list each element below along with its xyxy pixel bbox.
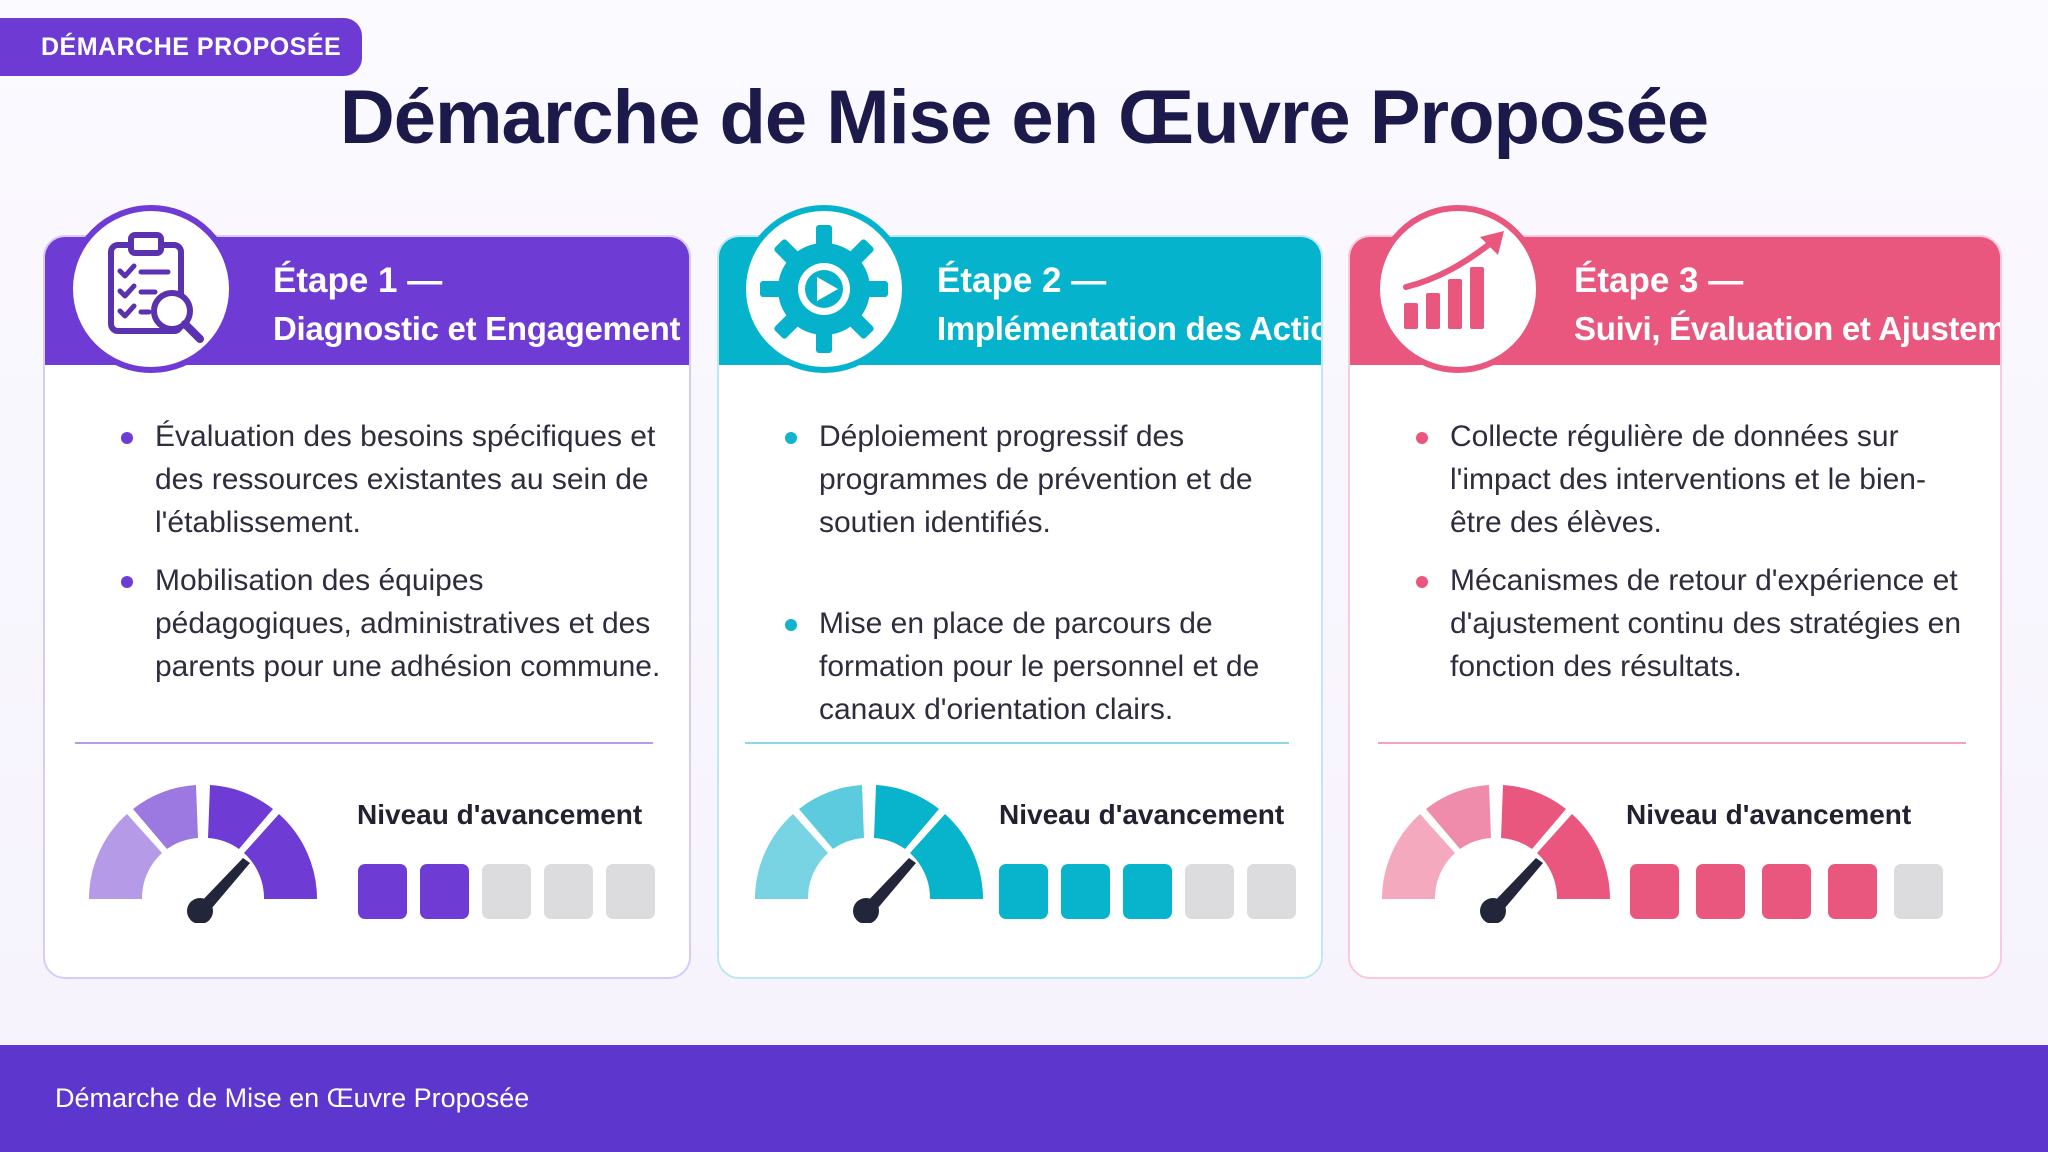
progress-square-empty [1185, 864, 1234, 919]
bullet-item: Mobilisation des équipes pédagogiques, a… [111, 559, 671, 688]
bullet-item: Déploiement progressif des programmes de… [775, 415, 1305, 544]
gear-play-icon [740, 205, 908, 373]
step-label: Étape 2 — [937, 261, 1107, 300]
progress-square-filled [358, 864, 407, 919]
bullet-item: Mise en place de parcours de formation p… [775, 602, 1305, 731]
bullet-item: Évaluation des besoins spécifiques et de… [111, 415, 671, 544]
divider [75, 742, 653, 744]
progress-square-filled [999, 864, 1048, 919]
progress-square-empty [606, 864, 655, 919]
gauge-icon [755, 785, 983, 923]
progress-square-filled [1123, 864, 1172, 919]
progress-square-filled [1828, 864, 1877, 919]
progress-indicator [358, 864, 655, 919]
bullet-list: Déploiement progressif des programmes de… [775, 415, 1305, 731]
step-card-3: Étape 3 — Suivi, Évaluation et Ajustemen… [1348, 235, 2002, 979]
progress-indicator [999, 864, 1296, 919]
section-tag: DÉMARCHE PROPOSÉE [0, 18, 362, 76]
bullet-item: Collecte régulière de données sur l'impa… [1406, 415, 1976, 544]
progress-square-filled [420, 864, 469, 919]
bullet-list: Collecte régulière de données sur l'impa… [1406, 415, 1976, 688]
progress-square-empty [482, 864, 531, 919]
divider [745, 742, 1289, 744]
progress-square-filled [1696, 864, 1745, 919]
progress-square-empty [1894, 864, 1943, 919]
growth-chart-icon [1374, 205, 1542, 373]
progress-square-filled [1061, 864, 1110, 919]
page-title: Démarche de Mise en Œuvre Proposée [339, 75, 1709, 160]
bullet-item: Mécanismes de retour d'expérience et d'a… [1406, 559, 1976, 688]
progress-indicator [1630, 864, 1943, 919]
progress-square-empty [544, 864, 593, 919]
step-title: Implémentation des Actions [937, 310, 1321, 347]
progress-square-filled [1630, 864, 1679, 919]
gauge-icon [89, 785, 317, 923]
progress-label: Niveau d'avancement [357, 799, 643, 830]
bullet-list: Évaluation des besoins spécifiques et de… [111, 415, 671, 688]
progress-square-filled [1762, 864, 1811, 919]
footer-text: Démarche de Mise en Œuvre Proposée [55, 1083, 530, 1113]
gauge-icon [1382, 785, 1610, 923]
step-label: Étape 1 — [273, 261, 443, 300]
divider [1378, 742, 1966, 744]
progress-label: Niveau d'avancement [1626, 799, 1912, 830]
progress-label: Niveau d'avancement [999, 799, 1285, 830]
step-label: Étape 3 — [1574, 261, 1744, 300]
step-title: Suivi, Évaluation et Ajustement [1574, 310, 2002, 347]
progress-square-empty [1247, 864, 1296, 919]
footer: Démarche de Mise en Œuvre Proposée [0, 1045, 2048, 1152]
clipboard-search-icon [67, 205, 235, 373]
step-title: Diagnostic et Engagement [273, 310, 681, 347]
